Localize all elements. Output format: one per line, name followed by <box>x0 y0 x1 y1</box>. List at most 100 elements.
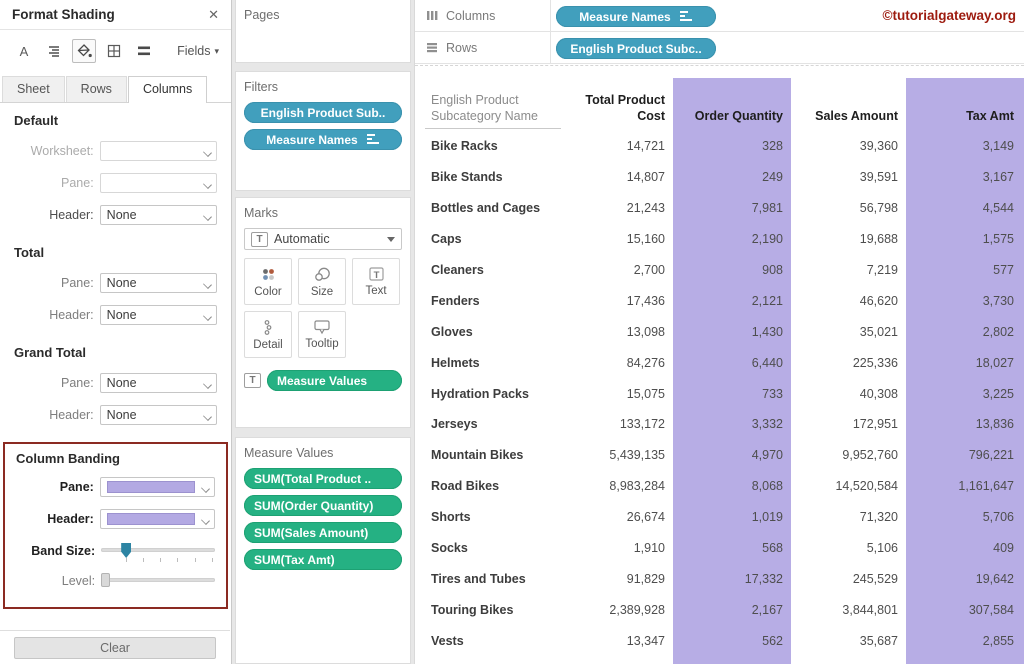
data-cell[interactable]: 1,575 <box>906 232 1022 246</box>
data-cell[interactable]: 14,520,584 <box>791 479 906 493</box>
row-label[interactable]: Gloves <box>431 325 561 339</box>
banding-header-color-dropdown[interactable] <box>100 509 215 529</box>
data-cell[interactable]: 39,360 <box>791 139 906 153</box>
data-cell[interactable]: 6,440 <box>673 356 791 370</box>
data-cell[interactable]: 225,336 <box>791 356 906 370</box>
grand-total-header-dropdown[interactable]: None <box>100 405 217 425</box>
color-button[interactable]: Color <box>244 258 292 305</box>
size-button[interactable]: Size <box>298 258 346 305</box>
data-cell[interactable]: 1,910 <box>561 541 673 555</box>
data-cell[interactable]: 13,347 <box>561 634 673 648</box>
data-cell[interactable]: 5,439,135 <box>561 448 673 462</box>
data-cell[interactable]: 8,983,284 <box>561 479 673 493</box>
data-cell[interactable]: 172,951 <box>791 417 906 431</box>
data-cell[interactable]: 562 <box>673 634 791 648</box>
data-cell[interactable]: 245,529 <box>791 572 906 586</box>
data-cell[interactable]: 19,688 <box>791 232 906 246</box>
detail-button[interactable]: Detail <box>244 311 292 358</box>
data-cell[interactable]: 733 <box>673 387 791 401</box>
row-label[interactable]: Vests <box>431 634 561 648</box>
tab-sheet[interactable]: Sheet <box>2 76 65 102</box>
data-cell[interactable]: 307,584 <box>906 603 1022 617</box>
column-header-tax-amt[interactable]: Tax Amt <box>906 108 1022 129</box>
grand-total-pane-dropdown[interactable]: None <box>100 373 217 393</box>
measure-value-pill[interactable]: SUM(Total Product .. <box>244 468 402 489</box>
column-header-sales-amount[interactable]: Sales Amount <box>791 108 906 129</box>
data-cell[interactable]: 46,620 <box>791 294 906 308</box>
data-cell[interactable]: 26,674 <box>561 510 673 524</box>
row-label[interactable]: Socks <box>431 541 561 555</box>
total-pane-dropdown[interactable]: None <box>100 273 217 293</box>
data-cell[interactable]: 3,225 <box>906 387 1022 401</box>
data-cell[interactable]: 91,829 <box>561 572 673 586</box>
row-label[interactable]: Hydration Packs <box>431 387 561 401</box>
data-cell[interactable]: 409 <box>906 541 1022 555</box>
filter-pill[interactable]: Measure Names <box>244 129 402 150</box>
banding-pane-color-dropdown[interactable] <box>100 477 215 497</box>
data-cell[interactable]: 2,121 <box>673 294 791 308</box>
data-cell[interactable]: 3,149 <box>906 139 1022 153</box>
data-cell[interactable]: 2,700 <box>561 263 673 277</box>
row-label[interactable]: Road Bikes <box>431 479 561 493</box>
lines-icon[interactable] <box>132 39 156 63</box>
data-cell[interactable]: 577 <box>906 263 1022 277</box>
mark-type-dropdown[interactable]: T Automatic <box>244 228 402 250</box>
data-cell[interactable]: 7,219 <box>791 263 906 277</box>
data-cell[interactable]: 71,320 <box>791 510 906 524</box>
row-label[interactable]: Bottles and Cages <box>431 201 561 215</box>
default-header-dropdown[interactable]: None <box>100 205 217 225</box>
data-cell[interactable]: 2,855 <box>906 634 1022 648</box>
data-cell[interactable]: 5,706 <box>906 510 1022 524</box>
row-label[interactable]: Touring Bikes <box>431 603 561 617</box>
measure-value-pill[interactable]: SUM(Order Quantity) <box>244 495 402 516</box>
measure-value-pill[interactable]: SUM(Tax Amt) <box>244 549 402 570</box>
row-label[interactable]: Bike Racks <box>431 139 561 153</box>
tooltip-button[interactable]: Tooltip <box>298 311 346 358</box>
alignment-icon[interactable] <box>42 39 66 63</box>
data-cell[interactable]: 56,798 <box>791 201 906 215</box>
data-cell[interactable]: 9,952,760 <box>791 448 906 462</box>
data-cell[interactable]: 328 <box>673 139 791 153</box>
data-cell[interactable]: 15,160 <box>561 232 673 246</box>
level-slider-handle[interactable] <box>101 573 110 587</box>
row-label[interactable]: Caps <box>431 232 561 246</box>
data-cell[interactable]: 3,332 <box>673 417 791 431</box>
data-cell[interactable]: 84,276 <box>561 356 673 370</box>
row-label[interactable]: Tires and Tubes <box>431 572 561 586</box>
data-cell[interactable]: 13,098 <box>561 325 673 339</box>
rows-shelf-pill[interactable]: English Product Subc.. <box>556 38 716 59</box>
row-label[interactable]: Cleaners <box>431 263 561 277</box>
measure-value-pill[interactable]: SUM(Sales Amount) <box>244 522 402 543</box>
band-size-slider-handle[interactable] <box>121 543 131 558</box>
data-cell[interactable]: 5,106 <box>791 541 906 555</box>
band-size-slider[interactable] <box>101 541 215 561</box>
row-label[interactable]: Shorts <box>431 510 561 524</box>
fields-dropdown[interactable]: Fields ▾ <box>177 44 219 58</box>
measure-values-mark-pill[interactable]: Measure Values <box>267 370 402 391</box>
row-label[interactable]: Mountain Bikes <box>431 448 561 462</box>
tab-rows[interactable]: Rows <box>66 76 127 102</box>
data-cell[interactable]: 21,243 <box>561 201 673 215</box>
data-cell[interactable]: 1,430 <box>673 325 791 339</box>
data-cell[interactable]: 18,027 <box>906 356 1022 370</box>
columns-shelf-pill[interactable]: Measure Names <box>556 6 716 27</box>
data-cell[interactable]: 568 <box>673 541 791 555</box>
data-cell[interactable]: 17,332 <box>673 572 791 586</box>
row-label[interactable]: Jerseys <box>431 417 561 431</box>
data-cell[interactable]: 1,019 <box>673 510 791 524</box>
data-cell[interactable]: 133,172 <box>561 417 673 431</box>
data-cell[interactable]: 15,075 <box>561 387 673 401</box>
data-cell[interactable]: 14,807 <box>561 170 673 184</box>
rows-shelf[interactable]: Rows English Product Subc.. <box>415 32 1024 64</box>
clear-button[interactable]: Clear <box>14 637 216 659</box>
data-cell[interactable]: 14,721 <box>561 139 673 153</box>
total-header-dropdown[interactable]: None <box>100 305 217 325</box>
tab-columns[interactable]: Columns <box>128 76 207 103</box>
data-cell[interactable]: 3,844,801 <box>791 603 906 617</box>
data-cell[interactable]: 4,970 <box>673 448 791 462</box>
data-cell[interactable]: 35,687 <box>791 634 906 648</box>
data-cell[interactable]: 40,308 <box>791 387 906 401</box>
borders-icon[interactable] <box>102 39 126 63</box>
data-cell[interactable]: 2,167 <box>673 603 791 617</box>
data-cell[interactable]: 3,730 <box>906 294 1022 308</box>
